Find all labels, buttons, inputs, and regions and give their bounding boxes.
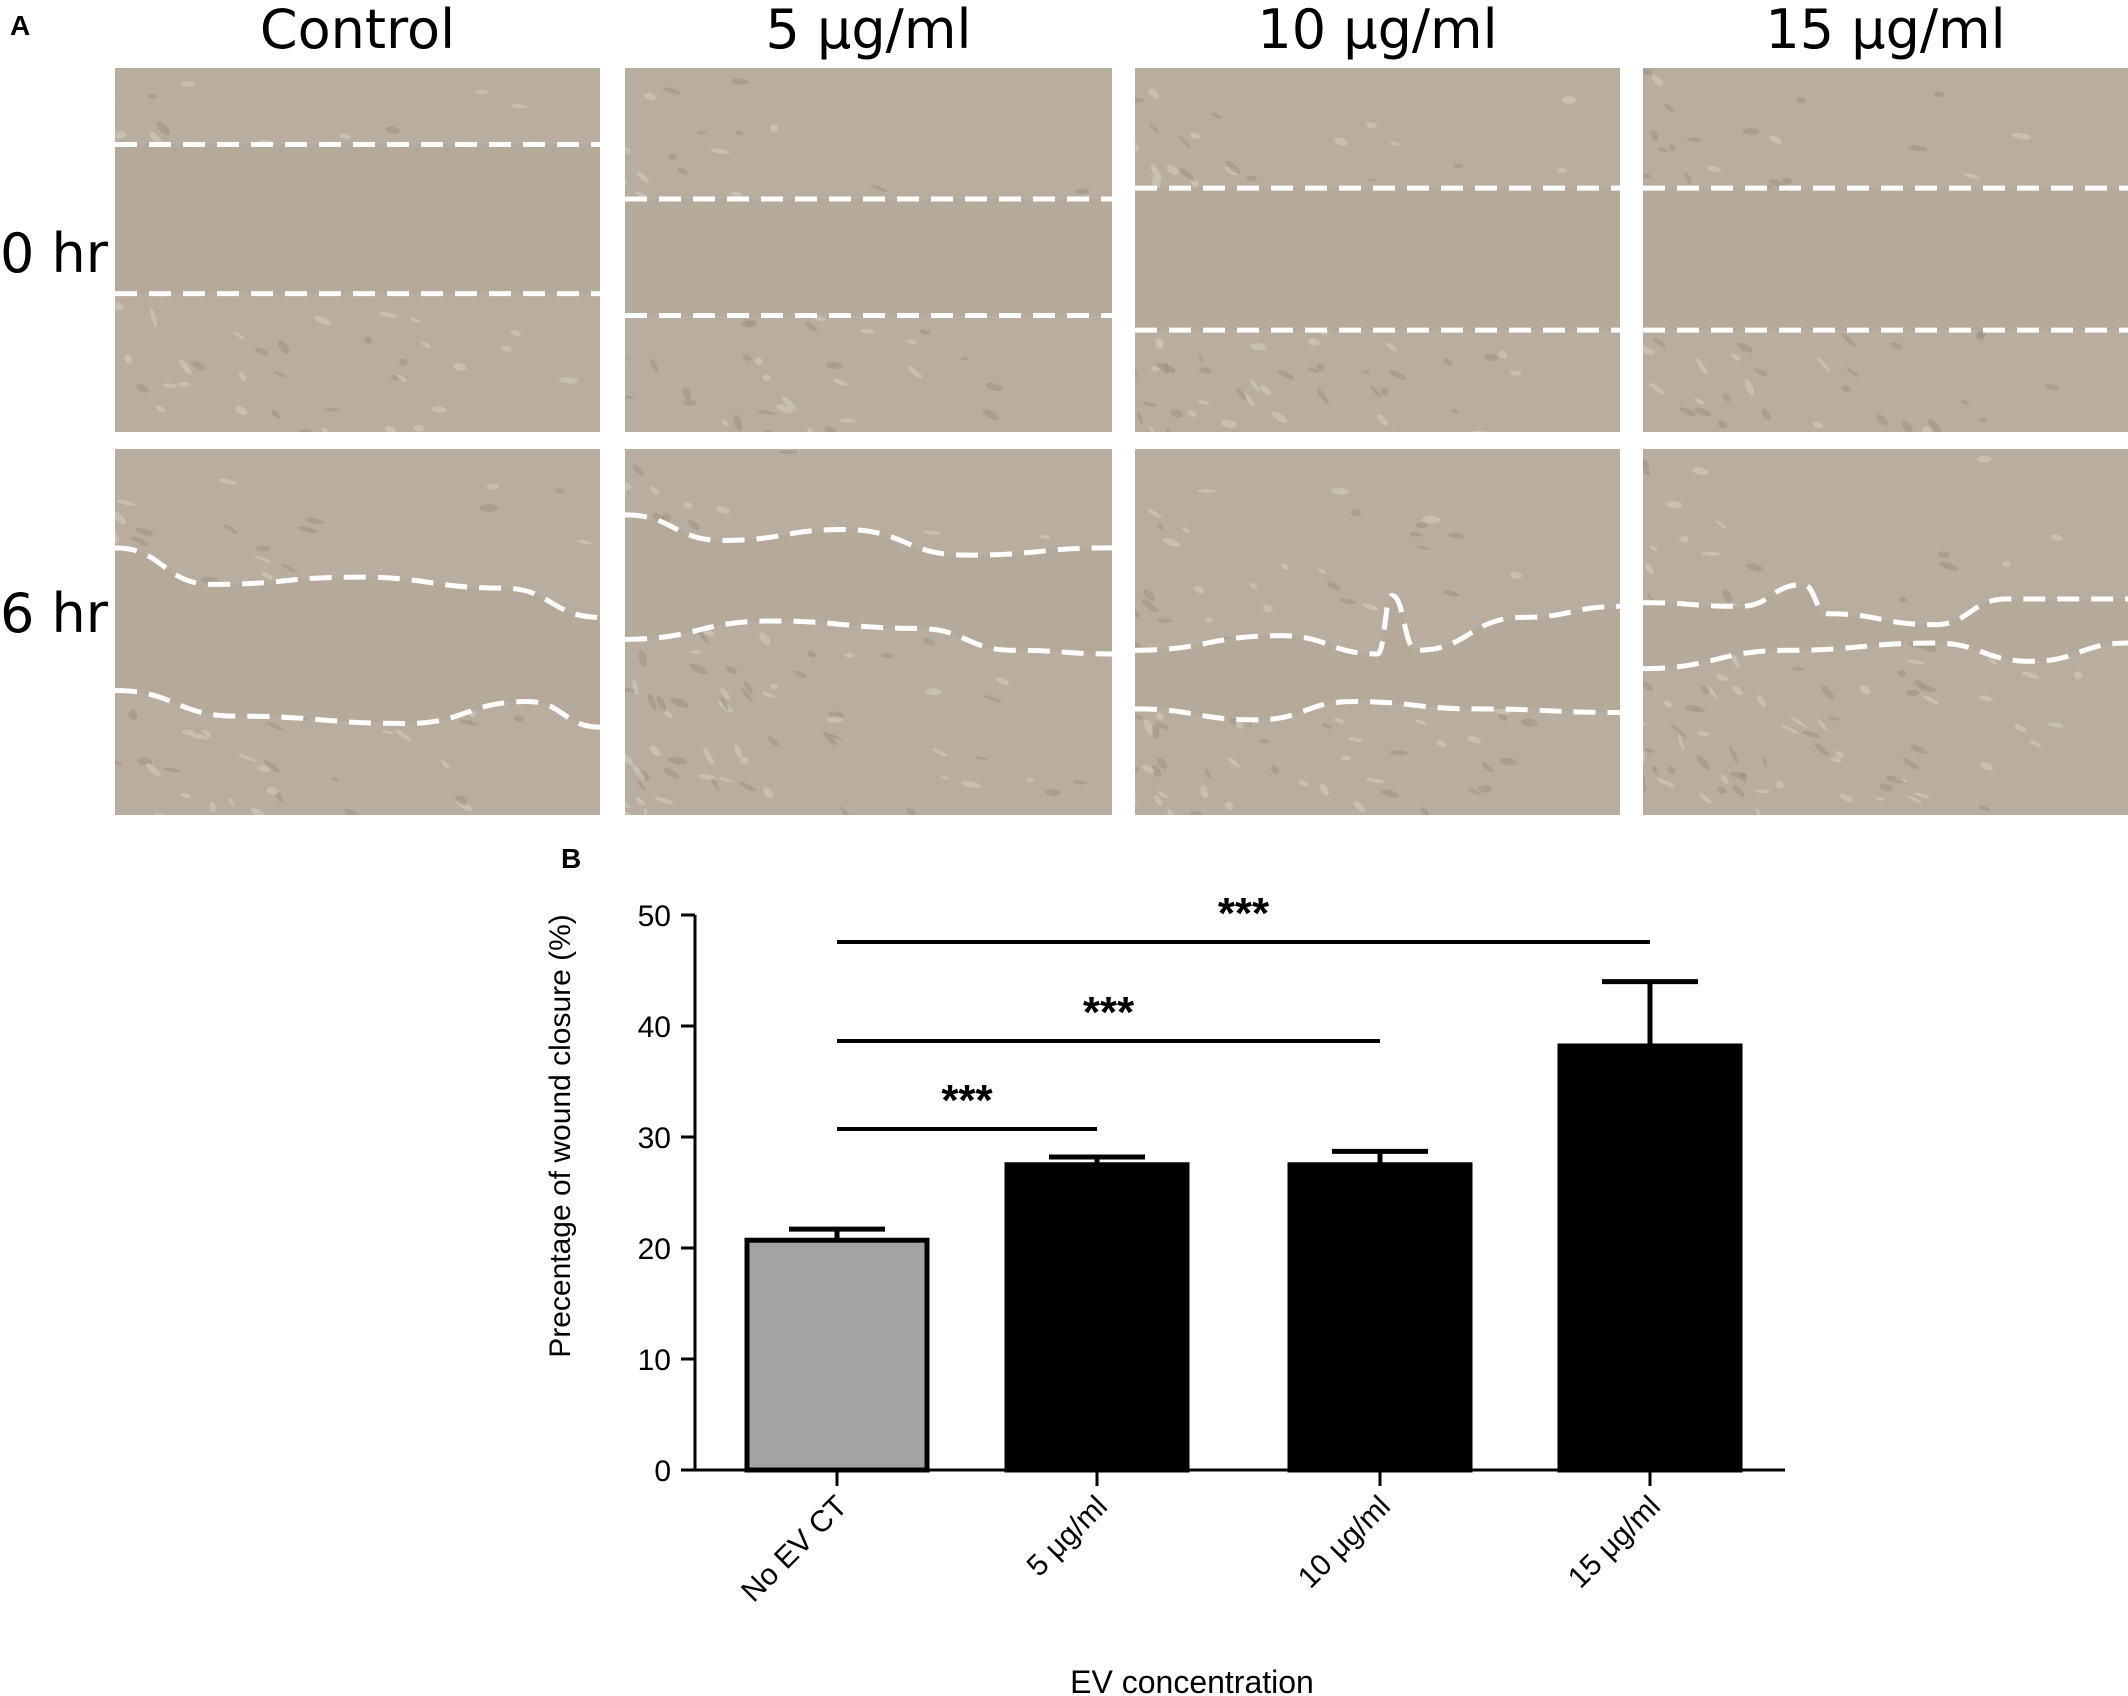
- wound-edge-dashed-line: [625, 618, 1112, 657]
- y-tick-label: 0: [654, 1455, 671, 1488]
- y-axis-label: Precentage of wound closure (%): [544, 914, 577, 1358]
- significance-label: ***: [1218, 889, 1270, 938]
- panel-a-letter: A: [10, 10, 31, 41]
- wound-edge-dashed-line: [1135, 592, 1620, 657]
- column-label-control: Control: [259, 0, 456, 61]
- x-axis-label: EV concentration: [1070, 1664, 1314, 1696]
- micrograph-6hr-5ugml: [625, 449, 1112, 815]
- row-label-0hr: 0 hr: [0, 222, 108, 285]
- panel-b-letter: B: [561, 843, 582, 874]
- column-label-5ugml: 5 μg/ml: [765, 0, 972, 61]
- bar: [1287, 1162, 1473, 1473]
- micrograph-6hr-control: [115, 449, 600, 815]
- x-tick-label: 10 μg/ml: [1292, 1490, 1397, 1595]
- bar: [744, 1237, 930, 1473]
- micrograph-0hr-15ugml: [1643, 68, 2128, 432]
- y-tick-label: 20: [638, 1233, 671, 1266]
- bar: [1557, 1043, 1743, 1473]
- wound-edge-dashed-line: [1643, 640, 2128, 672]
- y-tick-label: 30: [638, 1122, 671, 1155]
- y-tick-label: 40: [638, 1011, 671, 1044]
- y-tick-label: 50: [638, 900, 671, 933]
- column-label-15ugml: 15 μg/ml: [1765, 0, 2006, 61]
- x-tick-label: 5 μg/ml: [1021, 1490, 1114, 1583]
- micrograph-0hr-5ugml: [625, 68, 1112, 432]
- micrograph-6hr-10ugml: [1135, 449, 1620, 815]
- micrograph-0hr-10ugml: [1135, 68, 1620, 432]
- wound-edge-dashed-line: [115, 545, 600, 620]
- column-label-10ugml: 10 μg/ml: [1257, 0, 1498, 61]
- bar: [1004, 1162, 1190, 1473]
- x-tick-label: No EV CT: [735, 1490, 854, 1609]
- wound-edge-dashed-line: [1643, 581, 2128, 628]
- micrograph-0hr-control: [115, 68, 600, 432]
- wound-edge-dashed-line: [625, 512, 1112, 558]
- y-tick-label: 10: [638, 1344, 671, 1377]
- wound-edge-dashed-line: [1135, 699, 1620, 723]
- micrograph-6hr-15ugml: [1643, 449, 2128, 815]
- significance-label: ***: [1083, 988, 1135, 1037]
- row-label-6hr: 6 hr: [0, 582, 108, 645]
- wound-edge-dashed-line: [115, 688, 600, 730]
- significance-label: ***: [941, 1076, 993, 1125]
- x-tick-label: 15 μg/ml: [1562, 1490, 1667, 1595]
